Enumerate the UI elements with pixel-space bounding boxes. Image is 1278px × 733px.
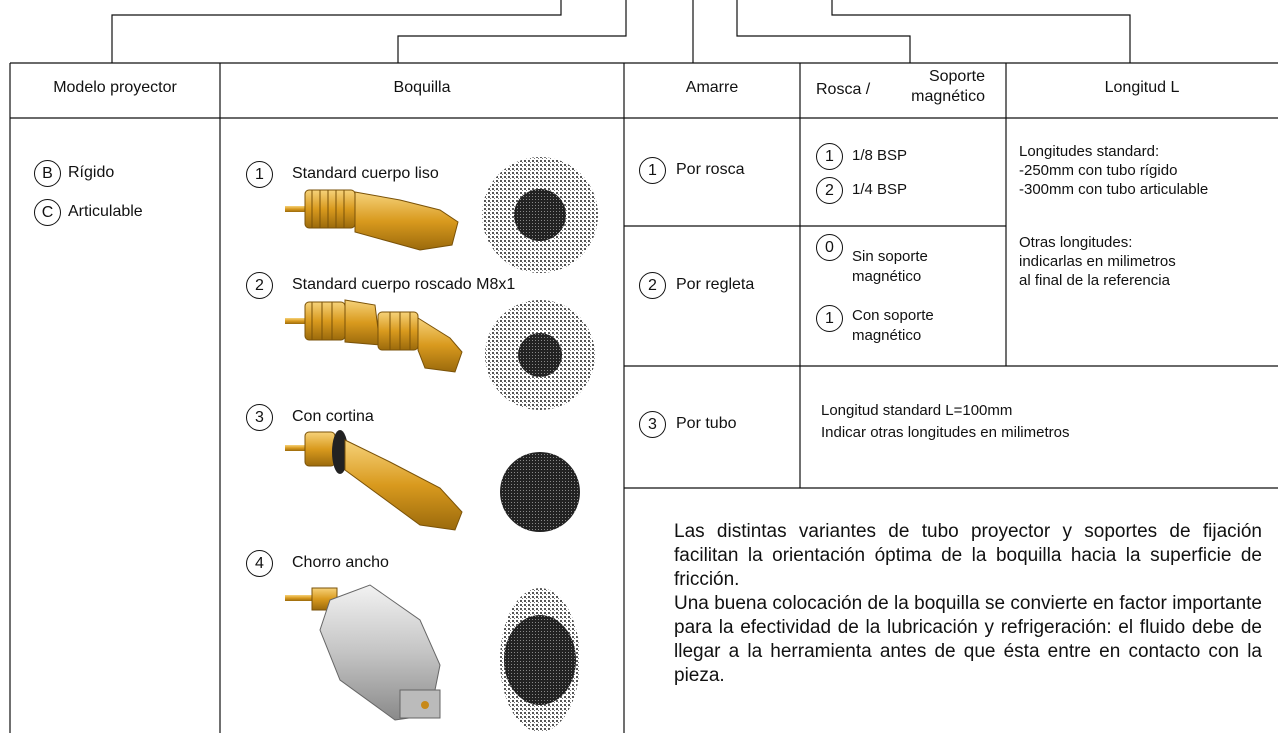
column-header: Amarre xyxy=(685,79,739,96)
option-label: Standard cuerpo liso xyxy=(292,165,439,182)
column-header: Rosca / xyxy=(816,81,871,98)
nozzle-image xyxy=(285,584,580,732)
length-text: indicarlas en milimetros xyxy=(1019,253,1176,270)
nozzle-image xyxy=(285,157,598,273)
length-text: al final de la referencia xyxy=(1019,272,1170,289)
option-code: 1 xyxy=(816,305,843,332)
note: Las distintas variantes de tubo proyecto… xyxy=(674,520,1262,688)
option-code: 3 xyxy=(246,404,273,431)
option-label: Standard cuerpo roscado M8x1 xyxy=(292,276,516,293)
length-text: -250mm con tubo rígido xyxy=(1019,162,1178,179)
tube-text: Longitud standard L=100mm xyxy=(821,402,1013,419)
option-code: 4 xyxy=(246,550,273,577)
note-paragraph: Las distintas variantes de tubo proyecto… xyxy=(674,521,1262,590)
option-label: 1/8 BSP xyxy=(852,147,908,164)
option-code: B xyxy=(34,160,61,187)
option-label: Con cortina xyxy=(292,408,374,425)
option-label: Por rosca xyxy=(676,161,745,178)
option-label: Sin soporte magnético xyxy=(852,248,928,285)
length-text: -300mm con tubo articulable xyxy=(1019,181,1209,198)
option-code: C xyxy=(34,199,61,226)
column-header: Longitud L xyxy=(1104,79,1180,96)
option-code: 1 xyxy=(246,161,273,188)
option-code: 2 xyxy=(816,177,843,204)
option-label: Por tubo xyxy=(676,415,737,432)
nozzle-image xyxy=(285,299,595,410)
tube-text: Indicar otras longitudes en milimetros xyxy=(821,424,1070,441)
column-header: Boquilla xyxy=(393,79,451,96)
length-text: Otras longitudes: xyxy=(1019,234,1133,251)
length-text: Longitudes standard: xyxy=(1019,143,1160,160)
option-label: Con soporte magnético xyxy=(852,307,934,344)
option-label: Por regleta xyxy=(676,276,755,293)
option-code: 1 xyxy=(816,143,843,170)
column-header: Modelo proyector xyxy=(53,79,177,96)
option-label: 1/4 BSP xyxy=(852,181,908,198)
option-code: 2 xyxy=(639,272,666,299)
column-header: Soporte magnético xyxy=(911,68,985,105)
option-label: Chorro ancho xyxy=(292,554,389,571)
option-code: 0 xyxy=(816,234,843,261)
option-label: Articulable xyxy=(68,203,143,220)
note-paragraph: Una buena colocación de la boquilla se c… xyxy=(674,593,1262,686)
option-code: 1 xyxy=(639,157,666,184)
option-label: Rígido xyxy=(68,164,115,181)
option-code: 2 xyxy=(246,272,273,299)
nozzle-image xyxy=(285,430,580,532)
option-code: 3 xyxy=(639,411,666,438)
